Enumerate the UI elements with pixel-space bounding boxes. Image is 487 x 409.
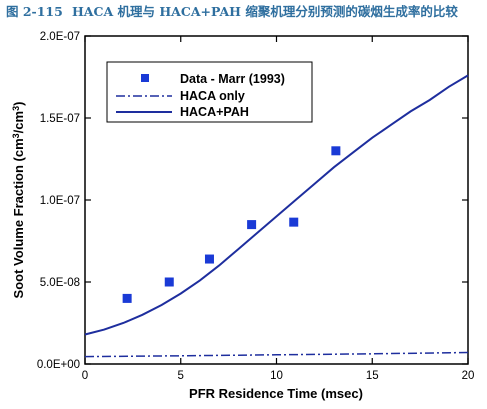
data-point-data-marr-1993 <box>204 254 214 264</box>
x-axis-title: PFR Residence Time (msec) <box>189 386 363 401</box>
data-point-data-marr-1993 <box>164 277 174 287</box>
data-point-data-marr-1993 <box>331 146 341 156</box>
x-tick-label: 20 <box>462 370 475 382</box>
legend-label-haca-pah: HACA+PAH <box>180 105 249 119</box>
y-tick-label: 2.0E-07 <box>40 31 80 43</box>
figure-caption-text: HACA 机理与 HACA+PAH 缩聚机理分别预测的碳烟生成率的比较 <box>72 4 458 19</box>
x-tick-label: 0 <box>82 370 88 382</box>
x-tick-label: 15 <box>366 370 379 382</box>
legend-label-haca-only: HACA only <box>180 89 245 103</box>
data-point-data-marr-1993 <box>289 217 299 227</box>
legend: Data - Marr (1993) HACA only HACA+PAH <box>106 61 313 123</box>
legend-marker-data <box>141 74 149 82</box>
series-line-haca-pah <box>84 74 469 336</box>
series-layer <box>84 74 469 358</box>
y-axis-title: Soot Volume Fraction (cm3/cm3) <box>11 102 26 299</box>
data-point-data-marr-1993 <box>122 293 132 303</box>
x-tick-label: 10 <box>270 370 283 382</box>
y-tick-label: 0.0E+00 <box>37 359 80 371</box>
series-line-haca-only <box>84 351 469 358</box>
y-tick-label: 5.0E-08 <box>40 277 80 289</box>
figure-caption: 图 2-115 HACA 机理与 HACA+PAH 缩聚机理分别预测的碳烟生成率的… <box>6 2 484 22</box>
legend-label-data: Data - Marr (1993) <box>180 72 285 86</box>
y-axis-ticks: 0.0E+00 5.0E-08 1.0E-07 1.5E-07 2.0E-07 <box>37 31 468 371</box>
x-tick-label: 5 <box>178 370 184 382</box>
figure-number: 图 2-115 <box>6 4 63 19</box>
y-tick-label: 1.0E-07 <box>40 195 80 207</box>
x-axis-ticks: 0 5 10 15 20 <box>82 36 475 382</box>
data-point-data-marr-1993 <box>247 220 257 230</box>
y-tick-label: 1.5E-07 <box>40 113 80 125</box>
